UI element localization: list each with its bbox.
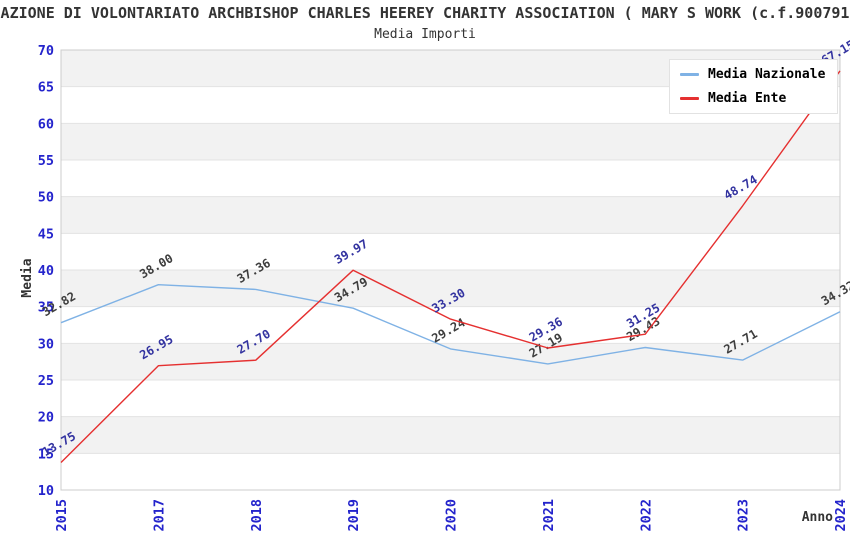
x-tick-label: 2024 [833, 499, 849, 532]
data-label-media-ente: 13.75 [40, 429, 78, 459]
chart-subtitle: Media Importi [374, 27, 476, 42]
y-tick-label: 55 [38, 153, 54, 169]
grid-band [61, 270, 840, 307]
legend-item-media-ente: Media Ente [680, 91, 825, 106]
y-tick-label: 15 [38, 446, 54, 462]
y-tick-label: 45 [38, 226, 54, 242]
y-tick-label: 60 [38, 116, 54, 132]
legend-label: Media Ente [708, 91, 787, 106]
y-axis-title: Media [20, 258, 35, 297]
chart-main-title: IAZIONE DI VOLONTARIATO ARCHBISHOP CHARL… [0, 4, 850, 22]
series-line-media-nazionale [60, 284, 841, 365]
data-label-media-ente: 39.97 [332, 237, 370, 267]
grid-band [61, 196, 840, 234]
x-tick-label: 2017 [151, 499, 167, 532]
grid-band [61, 416, 840, 454]
x-axis-title: Anno [802, 510, 833, 525]
x-tick-label: 2022 [638, 499, 654, 532]
series-line-media-ente [60, 70, 841, 463]
y-tick-label: 35 [38, 300, 54, 316]
x-tick-label: 2023 [736, 499, 752, 532]
legend: Media Nazionale Media Ente [669, 59, 839, 114]
x-tick-label: 2020 [444, 499, 460, 532]
legend-line-icon [680, 97, 699, 100]
y-tick-label: 40 [38, 263, 54, 279]
legend-item-media-nazionale: Media Nazionale [680, 67, 825, 82]
y-tick-label: 30 [38, 336, 54, 352]
grid-band [61, 123, 840, 160]
x-tick-label: 2018 [249, 499, 265, 532]
x-tick-label: 2015 [54, 499, 70, 532]
data-label-media-nazionale: 29.24 [429, 315, 467, 345]
legend-label: Media Nazionale [708, 67, 826, 82]
y-tick-label: 50 [38, 190, 54, 206]
legend-line-icon [680, 73, 699, 76]
y-tick-label: 70 [38, 43, 54, 59]
y-tick-label: 65 [38, 80, 54, 96]
x-tick-label: 2021 [541, 499, 557, 532]
plot-border [60, 49, 841, 491]
x-tick-label: 2019 [346, 499, 362, 532]
y-tick-label: 20 [38, 410, 54, 426]
y-tick-label: 10 [38, 483, 54, 499]
y-tick-label: 25 [38, 373, 54, 389]
data-label-media-nazionale: 32.82 [40, 289, 78, 319]
